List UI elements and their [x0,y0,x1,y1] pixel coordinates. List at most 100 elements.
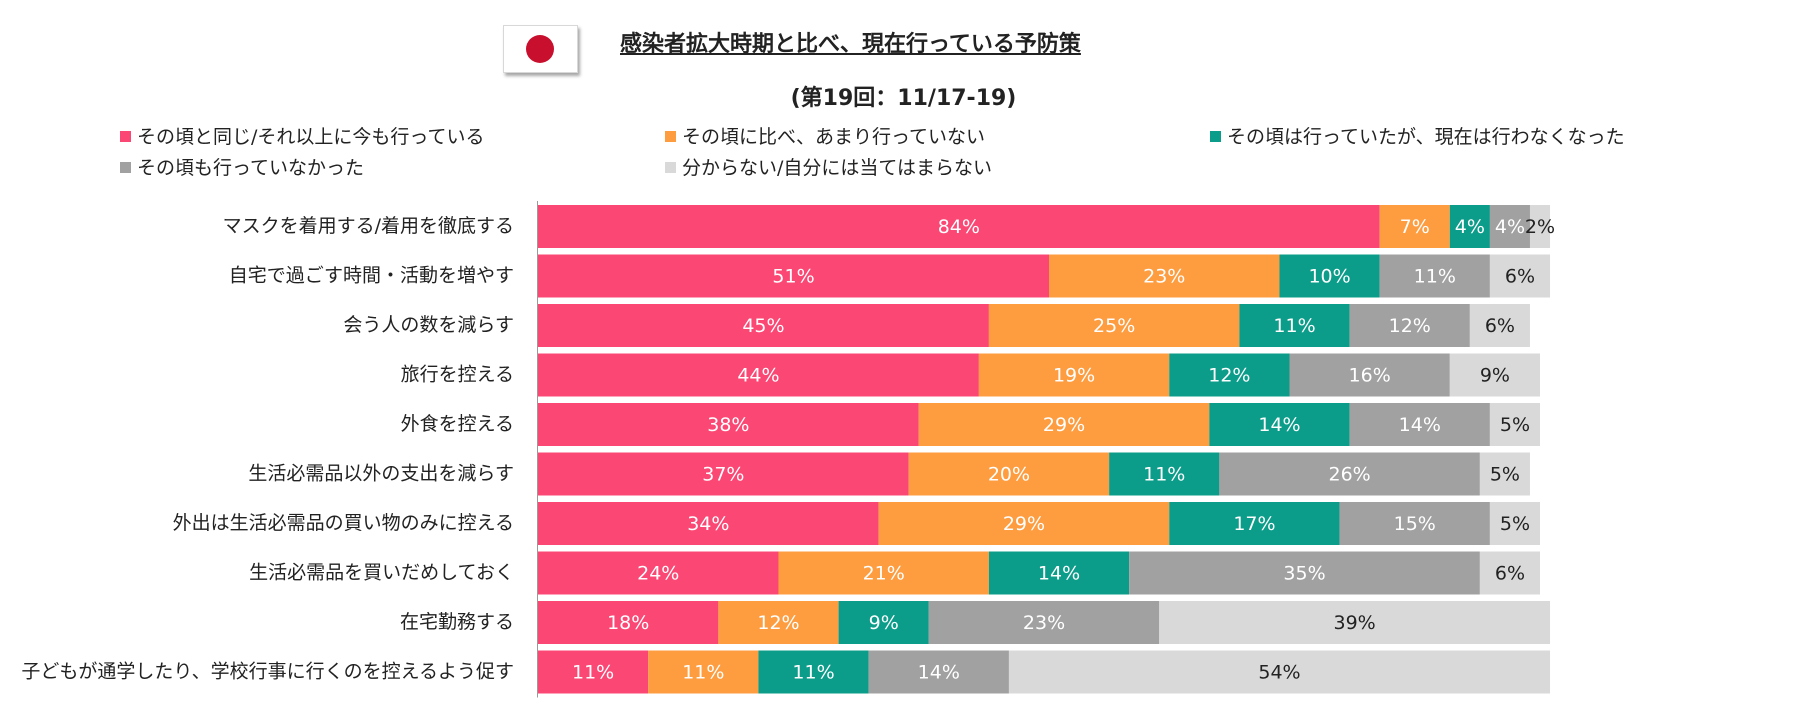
data-label: 37% [702,464,744,486]
bar-segment [1449,353,1540,397]
bar-segment [1109,452,1220,496]
data-label: 12% [1389,315,1431,337]
bar-segment [538,403,919,446]
data-label: 44% [737,365,779,387]
bar-segment [538,353,979,397]
data-label: 14% [1038,563,1080,585]
bar-segment [1489,254,1551,298]
legend-swatch [120,162,131,173]
bar-segment [538,205,1380,248]
data-label: 38% [707,414,749,436]
data-label: 9% [869,612,899,634]
data-label: 34% [687,513,729,535]
data-label: 4% [1495,216,1525,238]
category-label: 在宅勤務する [400,611,514,633]
data-label: 11% [1414,266,1456,288]
data-label: 18% [607,612,649,634]
category-label: 旅行を控える [401,364,514,386]
data-label: 35% [1283,563,1325,585]
category-label: 会う人の数を減らす [343,314,514,336]
data-label: 10% [1308,266,1350,288]
legend-label: その頃と同じ/それ以上に今も行っている [137,126,485,148]
bar-segment [1239,304,1350,347]
data-label: 6% [1495,563,1525,585]
bar-segment [868,650,1009,694]
bar-segment [978,353,1170,397]
legend-item: その頃は行っていたが、現在は行わなくなった [1210,125,1625,149]
bar-segment [1449,205,1490,248]
bar-segment [1169,502,1340,545]
data-label: 5% [1490,464,1520,486]
legend-label: その頃は行っていたが、現在は行わなくなった [1227,126,1625,148]
legend-label: その頃に比べ、あまり行っていない [682,126,986,148]
chart-subtitle: (第19回：11/17-19) [790,86,1017,111]
bar-segment [988,304,1240,347]
bar-segment [538,254,1050,298]
category-label: 外出は生活必需品の買い物のみに控える [173,512,514,534]
data-label: 16% [1349,365,1391,387]
data-label: 5% [1500,513,1530,535]
category-label: 生活必需品以外の支出を減らす [248,463,514,485]
data-label: 14% [1258,414,1300,436]
bar-segment [878,502,1170,545]
data-label: 24% [637,563,679,585]
bar-segment [1479,551,1540,595]
bar-segment [778,551,989,595]
data-label: 7% [1400,216,1430,238]
category-label: 生活必需品を買いだめしておく [249,562,514,584]
data-label: 23% [1143,266,1185,288]
legend-swatch [665,131,676,142]
bar-segment [1339,502,1490,545]
bar-segment [538,551,779,595]
data-label: 25% [1093,315,1135,337]
data-label: 5% [1500,414,1530,436]
legend-item: その頃も行っていなかった [120,156,364,180]
data-label: 6% [1485,315,1515,337]
bar-segment [928,601,1160,644]
bar-segment [1479,452,1530,496]
legend-item: その頃に比べ、あまり行っていない [665,125,985,149]
data-label: 9% [1480,365,1510,387]
bar-segment [758,650,869,694]
bar-segment [988,551,1130,595]
bar-segment [1489,403,1540,446]
bar-segment [718,601,839,644]
japan-flag-icon [503,25,578,73]
flag-sun [526,35,554,63]
data-label: 29% [1043,414,1085,436]
data-label: 11% [1143,464,1185,486]
data-label: 15% [1394,513,1436,535]
bar-segment [908,452,1110,496]
legend-swatch [120,131,131,142]
bar-segment [1379,205,1450,248]
data-label: 54% [1258,662,1300,684]
data-label: 20% [988,464,1030,486]
legend-label: 分からない/自分には当てはまらない [682,157,993,179]
legend-label: その頃も行っていなかった [137,157,365,179]
legend-swatch [665,162,676,173]
bar-segment [538,650,649,694]
bar-segment [1529,205,1551,248]
data-label: 84% [938,216,980,238]
bar-segment [1279,254,1380,298]
bar-segment [1379,254,1490,298]
bar-segment [538,452,909,496]
chart-title: 感染者拡大時期と比べ、現在行っている予防策 [620,32,1081,57]
category-label: 子どもが通学したり、学校行事に行くのを控えるよう促す [21,661,514,683]
data-label: 11% [1273,315,1315,337]
data-label: 2% [1525,216,1555,238]
data-label: 4% [1455,216,1485,238]
data-label: 51% [772,266,814,288]
data-label: 19% [1053,365,1095,387]
data-label: 29% [1003,513,1045,535]
bar-segment [1008,650,1551,694]
data-label: 14% [918,662,960,684]
bar-segment [1129,551,1480,595]
bar-segment [1209,403,1350,446]
bar-segment [1349,304,1470,347]
data-label: 23% [1023,612,1065,634]
bar-segment [1219,452,1480,496]
legend-item: 分からない/自分には当てはまらない [665,156,992,180]
data-label: 11% [572,662,614,684]
